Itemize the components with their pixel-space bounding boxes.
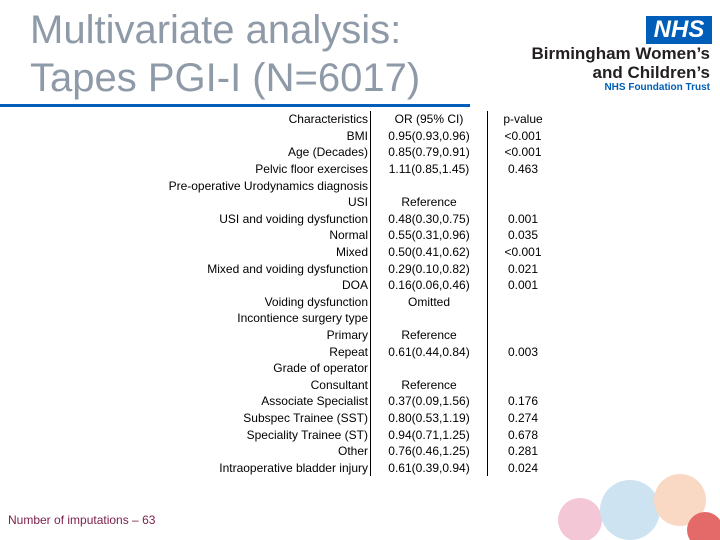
table-row-cell: Associate Specialist [140, 393, 371, 410]
table-row-cell: Reference [370, 326, 488, 344]
table-row: Incontience surgery type [140, 310, 558, 327]
table-row-cell: USI [140, 193, 371, 211]
logo-line: and Children’s [592, 63, 710, 82]
table-row-cell: Voiding dysfunction [140, 293, 371, 311]
table-row-cell [370, 310, 488, 327]
table-row-cell: 0.035 [507, 228, 539, 243]
table-row-cell [370, 177, 488, 194]
table-row: Voiding dysfunction Omitted [140, 293, 559, 311]
table-row-cell: 0.95(0.93,0.96) [370, 127, 488, 145]
table-row-cell: 0.50(0.41,0.62) [370, 243, 488, 261]
table-row: USI and voiding dysfunction 0.48(0.30,0.7… [140, 210, 558, 228]
table-row-cell: 0.37(0.09,1.56) [370, 393, 488, 410]
table-row: Grade of operator [140, 359, 559, 377]
table-row-cell: Age (Decades) [140, 144, 371, 161]
table-row-cell: Intraoperative bladder injury [140, 459, 371, 477]
table-row-cell: 0.463 [507, 162, 539, 177]
table-row-cell: Pre-operative Urodynamics diagnosis [140, 177, 371, 194]
table-row-cell: 0.021 [507, 261, 539, 276]
table-row-cell: Mixed [140, 243, 371, 261]
table-row-cell: 0.80(0.53,1.19) [370, 409, 488, 427]
table-row-cell: 0.024 [507, 460, 539, 475]
table-row-cell: 0.001 [507, 278, 539, 293]
table-row-cell: 0.48(0.30,0.75) [370, 210, 488, 228]
table-row: Repeat 0.61(0.44,0.84) 0.003 [140, 343, 558, 360]
table-row-cell: 1.11(0.85,1.45) [370, 160, 488, 178]
table-row-cell: 0.16(0.06,0.46) [370, 276, 488, 294]
table-row-cell: Incontience surgery type [140, 310, 371, 327]
header-row-cell: p-value [503, 112, 543, 127]
table-row-cell: 0.85(0.79,0.91) [370, 144, 488, 161]
table-row-cell: 0.61(0.39,0.94) [370, 459, 488, 477]
results-table: Characteristics OR (95% CI) p-value BMI 0.95… [140, 111, 559, 477]
table-row-cell: Grade of operator [140, 359, 371, 377]
table-row-cell: BMI [140, 127, 371, 145]
table-row-cell: <0.001 [504, 245, 542, 260]
table-row: Speciality Trainee (ST) 0.94(0.71,1.25) 0.… [140, 426, 558, 443]
table-row-cell: Reference [370, 376, 488, 394]
table-row: Consultant Reference [140, 376, 559, 394]
table-row-cell: 0.61(0.44,0.84) [370, 343, 488, 360]
table-row-cell: 0.29(0.10,0.82) [370, 260, 488, 277]
table-row-cell [488, 377, 559, 394]
table-row-cell: 0.94(0.71,1.25) [370, 426, 488, 443]
table-row-cell: DOA [140, 276, 371, 294]
table-row: USI Reference [140, 193, 559, 211]
table-row: BMI 0.95(0.93,0.96) <0.001 [140, 127, 558, 145]
table-row: Pre-operative Urodynamics diagnosis [140, 177, 558, 194]
table-row-cell: Omitted [370, 293, 488, 311]
table-row-cell: Normal [140, 227, 371, 244]
table-row-cell [370, 359, 488, 377]
decoration [558, 474, 720, 540]
table-row-cell: Mixed and voiding dysfunction [140, 260, 371, 277]
table-row-cell: Consultant [140, 376, 371, 394]
title-line: Tapes PGI-I (N=6017) [30, 56, 421, 100]
table-row-cell [488, 194, 559, 211]
table-row-cell: 0.281 [507, 444, 539, 459]
table-row-cell: 0.678 [507, 427, 539, 442]
table-row-cell: Reference [370, 193, 488, 211]
table-row: Associate Specialist 0.37(0.09,1.56) 0.176 [140, 393, 558, 410]
header-row: Characteristics OR (95% CI) p-value [140, 111, 558, 128]
title-line: Multivariate analysis: [30, 8, 402, 52]
table-row-cell: 0.55(0.31,0.96) [370, 227, 488, 244]
table-row-cell [488, 294, 559, 311]
table-row-cell: 0.176 [507, 394, 539, 409]
table-row: Age (Decades) 0.85(0.79,0.91) <0.001 [140, 144, 558, 161]
table-row-cell [488, 327, 559, 344]
nhs-badge: NHS [646, 16, 712, 44]
table-row-cell: Subspec Trainee (SST) [140, 409, 371, 427]
table-row-cell: 0.003 [507, 344, 539, 359]
table-row-cell: 0.76(0.46,1.25) [370, 442, 488, 460]
table-row: Primary Reference [140, 326, 559, 344]
table-row-cell: <0.001 [504, 128, 542, 143]
table-row-cell: <0.001 [504, 145, 542, 160]
table-row-cell: Pelvic floor exercises [140, 160, 371, 178]
header-row-cell: OR (95% CI) [370, 111, 488, 128]
header-row-cell: Characteristics [140, 111, 371, 128]
logo-trust: NHS Foundation Trust [604, 82, 710, 93]
table-row-cell [488, 310, 559, 327]
table-row: Pelvic floor exercises 1.11(0.85,1.45) 0.4… [140, 160, 558, 178]
table-row-cell [488, 177, 559, 194]
table-row-cell: Speciality Trainee (ST) [140, 426, 371, 443]
table-row: Mixed and voiding dysfunction 0.29(0.10,0… [140, 260, 558, 277]
table-row-cell: 0.001 [507, 211, 539, 226]
table-row: DOA 0.16(0.06,0.46) 0.001 [140, 276, 558, 294]
table-row: Intraoperative bladder injury 0.61(0.39,0… [140, 459, 558, 477]
logo-line: Birmingham Women’s [531, 44, 710, 63]
table-row: Other 0.76(0.46,1.25) 0.281 [140, 442, 558, 460]
table-row-cell: 0.274 [507, 410, 539, 425]
table-row: Mixed 0.50(0.41,0.62) <0.001 [140, 243, 558, 261]
footnote: Number of imputations – 63 [8, 513, 156, 527]
table-row-cell: Repeat [140, 343, 371, 360]
table-row-cell [488, 360, 559, 377]
table-row: Normal 0.55(0.31,0.96) 0.035 [140, 227, 558, 244]
title-rule [0, 104, 470, 107]
table-row-cell: Primary [140, 326, 371, 344]
table-row: Subspec Trainee (SST) 0.80(0.53,1.19) 0.27… [140, 409, 558, 427]
table-row-cell: USI and voiding dysfunction [140, 210, 371, 228]
table-row-cell: Other [140, 442, 371, 460]
